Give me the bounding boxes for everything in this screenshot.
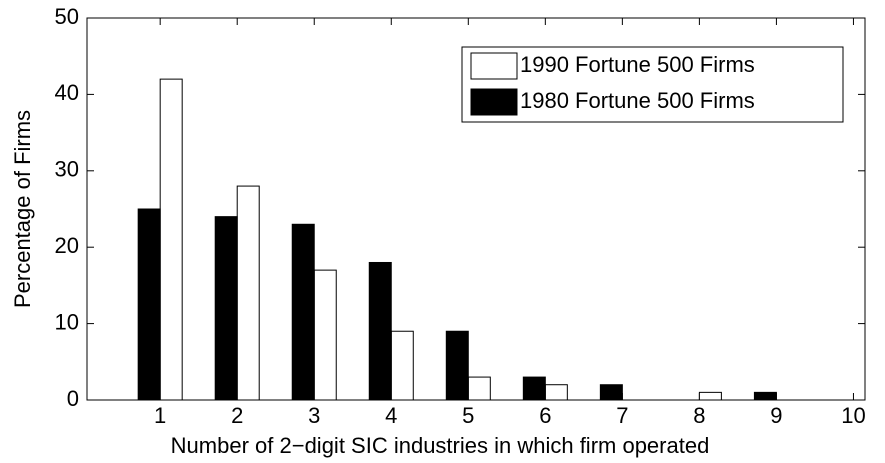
x-tick-label: 6 [539,403,551,428]
bar [214,216,238,401]
bar [137,208,161,401]
legend-box [461,46,844,123]
y-tick-label: 0 [67,386,79,411]
legend-label: 1990 Fortune 500 Firms [520,52,755,77]
legend-swatch [470,52,518,80]
x-tick-label: 3 [308,403,320,428]
x-tick-label: 5 [462,403,474,428]
bar [291,223,315,401]
x-tick-label: 2 [231,403,243,428]
y-tick-label: 40 [55,80,79,105]
x-tick-label: 10 [841,403,865,428]
y-tick-label: 20 [55,233,79,258]
bar [753,391,777,401]
y-tick-label: 50 [55,4,79,29]
x-tick-label: 8 [693,403,705,428]
bar [698,391,722,401]
bar [467,376,491,401]
legend-swatch [470,88,518,116]
x-axis-label: Number of 2−digit SIC industries in whic… [171,433,710,458]
legend-label: 1980 Fortune 500 Firms [520,88,755,113]
bar [159,78,183,401]
bar [445,330,469,401]
x-tick-label: 9 [770,403,782,428]
bar [544,384,568,401]
bar [599,384,623,401]
bar [313,269,337,401]
y-tick-label: 30 [55,157,79,182]
bar [390,330,414,401]
bar [522,376,546,401]
bar [368,261,392,401]
y-tick-label: 10 [55,309,79,334]
y-axis-label: Percentage of Firms [10,110,35,308]
x-tick-label: 7 [616,403,628,428]
x-tick-label: 4 [385,403,397,428]
bar [236,185,260,401]
x-tick-label: 1 [154,403,166,428]
